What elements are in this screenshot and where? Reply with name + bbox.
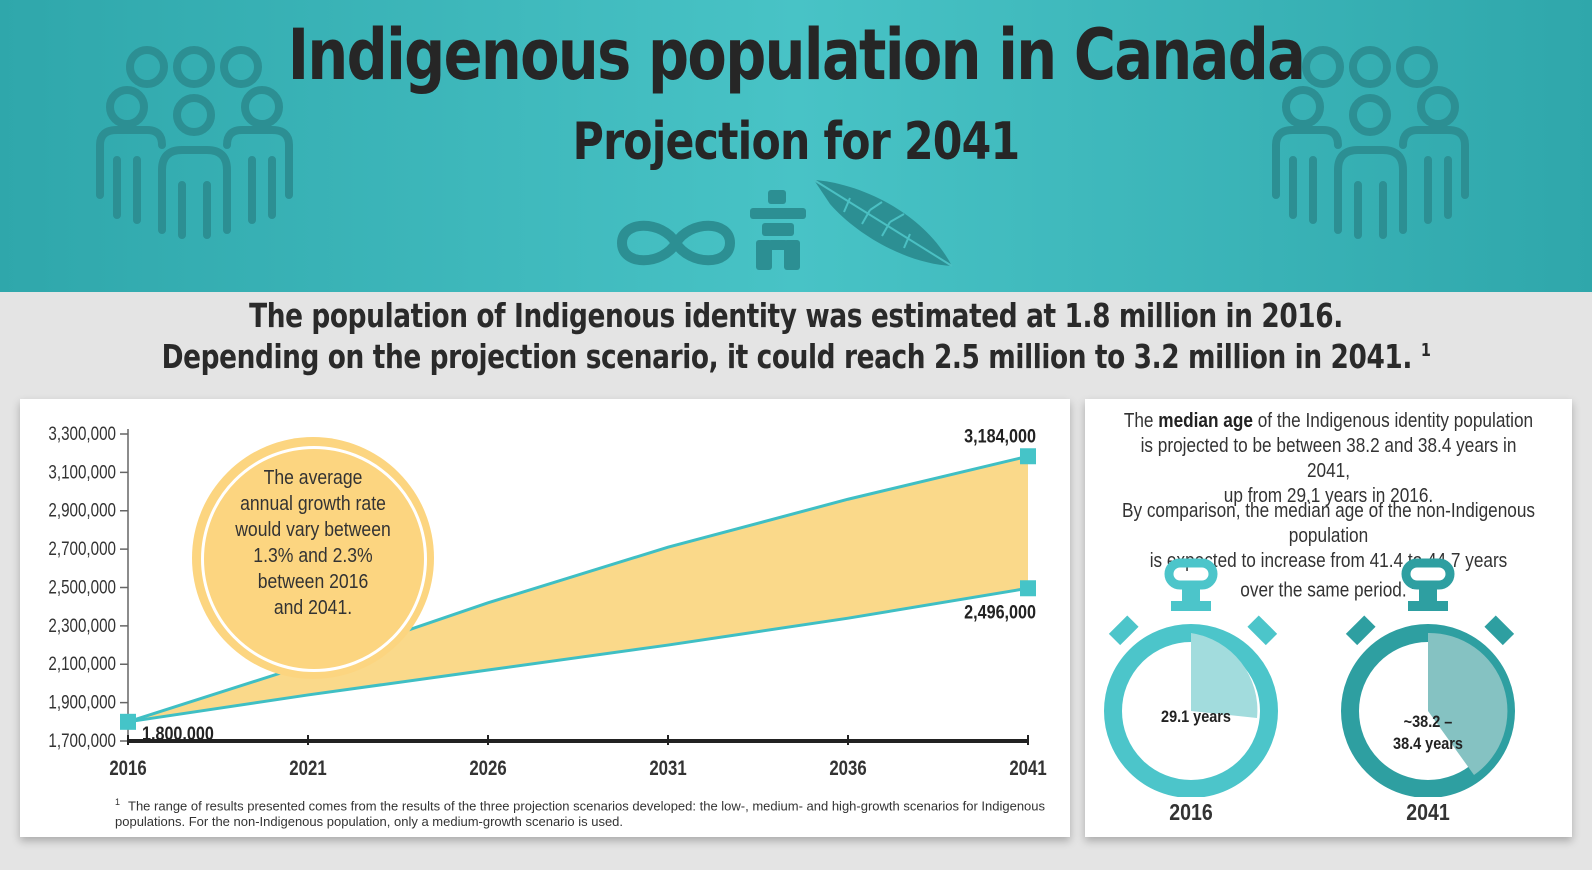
headline-line-2: Depending on the projection scenario, it… <box>159 337 1433 376</box>
stopwatch-2041-label-line1: ~38.2 – <box>1403 712 1453 731</box>
headline-line-2-text: Depending on the projection scenario, it… <box>161 337 1413 376</box>
y-tick-label: 2,900,000 <box>48 499 116 521</box>
median-age-p1-line3: up from 29.1 years in 2016. <box>1223 485 1434 507</box>
median-age-p1-pre: The <box>1123 410 1159 432</box>
x-tick-label: 2036 <box>829 757 866 780</box>
growth-rate-line: The average <box>263 467 363 489</box>
growth-rate-bubble: The average annual growth rate would var… <box>192 437 434 679</box>
median-age-paragraph-2: By comparison, the median age of the non… <box>1119 499 1538 604</box>
page-subtitle: Projection for 2041 <box>572 112 1021 172</box>
population-chart-panel: 1,700,000 1,900,000 2,100,000 2,300,000 2,50… <box>20 399 1070 837</box>
low-end-marker <box>1020 580 1036 597</box>
stopwatch-2041-label-line2: 38.4 years <box>1393 734 1463 753</box>
people-group-icon-right <box>1272 46 1469 239</box>
headline-footnote-marker: 1 <box>1420 340 1431 361</box>
growth-rate-line: 1.3% and 2.3% <box>253 545 373 567</box>
high-end-marker <box>1020 448 1036 465</box>
y-tick-label: 3,100,000 <box>48 461 116 483</box>
low-growth-line <box>127 586 1029 724</box>
header-banner: Indigenous population in Canada Projecti… <box>0 0 1592 292</box>
growth-rate-line: and 2041. <box>273 597 353 619</box>
stopwatch-2016-label: 29.1 years <box>1161 707 1231 726</box>
page-title: Indigenous population in Canada <box>287 14 1306 96</box>
median-age-p2-line1: By comparison, the median age of the non… <box>1121 500 1536 547</box>
x-tick-label: 2031 <box>649 757 687 780</box>
x-tick-label: 2041 <box>1009 757 1047 780</box>
median-age-p1-post: of the Indigenous identity population <box>1252 410 1534 432</box>
median-age-p1-bold: median age <box>1158 410 1253 432</box>
growth-rate-line: would vary between <box>235 519 391 541</box>
footnote-text: The range of results presented comes fro… <box>115 798 1046 830</box>
y-tick-label: 2,100,000 <box>48 653 116 675</box>
median-age-p1-line2: is projected to be between 38.2 and 38.4… <box>1140 435 1517 482</box>
stopwatch-2016-icon <box>1104 558 1278 797</box>
median-age-paragraph-1: The median age of the Indigenous identit… <box>1119 409 1538 509</box>
growth-rate-line: annual growth rate <box>240 493 386 515</box>
stopwatch-2041-year: 2041 <box>1406 799 1450 825</box>
x-tick-label: 2016 <box>109 757 146 780</box>
stopwatch-2041-icon <box>1341 558 1515 797</box>
stopwatch-2016-year: 2016 <box>1169 799 1213 825</box>
stopwatch-2041-label: ~38.2 – 38.4 years <box>1377 711 1479 755</box>
growth-rate-text: The average annual growth rate would var… <box>192 465 434 621</box>
median-age-p2-line3: over the same period. <box>1240 579 1407 602</box>
headline-line-1: The population of Indigenous identity wa… <box>249 296 1343 335</box>
median-age-panel: The median age of the Indigenous identit… <box>1085 399 1572 837</box>
chart-footnote: 1 The range of results presented comes fr… <box>115 794 1045 830</box>
start-marker <box>120 713 136 730</box>
population-projection-chart: 1,700,000 1,900,000 2,100,000 2,300,000 2,50… <box>48 422 1047 780</box>
people-group-icon-left <box>96 46 293 239</box>
y-tick-label: 2,300,000 <box>48 614 116 636</box>
infinity-icon <box>616 220 736 266</box>
x-tick-label: 2026 <box>469 757 506 780</box>
y-tick-label: 2,500,000 <box>48 576 116 598</box>
y-tick-label: 1,700,000 <box>48 729 116 751</box>
y-tick-label: 1,900,000 <box>48 691 116 713</box>
feather-icon <box>813 179 953 267</box>
high-end-value-label: 3,184,000 <box>964 425 1036 447</box>
footnote-marker: 1 <box>115 797 121 807</box>
y-tick-label: 2,700,000 <box>48 537 116 559</box>
y-tick-label: 3,300,000 <box>48 422 116 444</box>
growth-rate-line: between 2016 <box>257 571 369 593</box>
start-value-label: 1,800,000 <box>142 723 214 745</box>
low-end-value-label: 2,496,000 <box>964 601 1036 623</box>
inukshuk-icon <box>750 190 806 270</box>
x-tick-label: 2021 <box>289 757 327 780</box>
